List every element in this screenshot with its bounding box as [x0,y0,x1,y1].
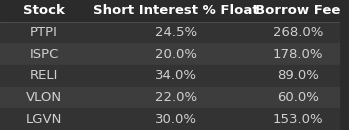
Text: PTPI: PTPI [30,26,58,39]
Text: LGVN: LGVN [26,113,62,126]
Text: 24.5%: 24.5% [155,26,197,39]
Text: 20.0%: 20.0% [155,48,197,61]
Text: Short Interest % Float: Short Interest % Float [93,4,259,17]
Bar [0,87,339,108]
Bar [0,22,339,43]
Text: 89.0%: 89.0% [277,69,319,82]
Bar [0,65,339,87]
Text: 30.0%: 30.0% [155,113,197,126]
Bar [0,43,339,65]
Text: 22.0%: 22.0% [155,91,197,104]
Text: 34.0%: 34.0% [155,69,197,82]
Text: 178.0%: 178.0% [273,48,324,61]
Text: Borrow Fee: Borrow Fee [255,4,341,17]
Text: Stock: Stock [23,4,65,17]
Text: RELI: RELI [30,69,58,82]
Bar [0,0,339,22]
Text: 268.0%: 268.0% [273,26,323,39]
Text: VLON: VLON [26,91,62,104]
Bar [0,108,339,130]
Text: 60.0%: 60.0% [277,91,319,104]
Text: 153.0%: 153.0% [273,113,324,126]
Text: ISPC: ISPC [29,48,59,61]
